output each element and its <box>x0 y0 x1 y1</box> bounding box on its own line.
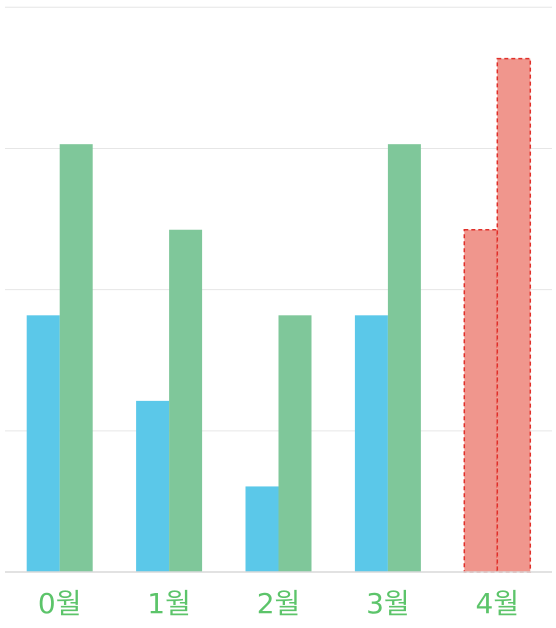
bar-2-series-1 <box>278 315 312 572</box>
x-tick-label-1: 1월 <box>147 587 191 620</box>
bar-3-series-1 <box>387 144 421 572</box>
x-tick-labels: 0월 1월 2월 3월 4월 <box>38 587 519 620</box>
x-tick-label-2: 2월 <box>257 587 301 620</box>
bar-0-series-0 <box>26 315 60 572</box>
x-tick-label-3: 3월 <box>366 587 410 620</box>
bar-4-series-1 <box>496 57 532 573</box>
bar-1-series-1 <box>169 229 203 572</box>
x-tick-label-4: 4월 <box>476 587 520 620</box>
bar-3-series-0 <box>354 315 388 572</box>
bar-4-series-0 <box>463 228 499 573</box>
bars <box>26 57 532 573</box>
bar-2-series-0 <box>245 486 279 572</box>
bar-0-series-1 <box>59 144 93 572</box>
bar-1-series-0 <box>136 400 170 572</box>
x-tick-label-0: 0월 <box>38 587 82 620</box>
